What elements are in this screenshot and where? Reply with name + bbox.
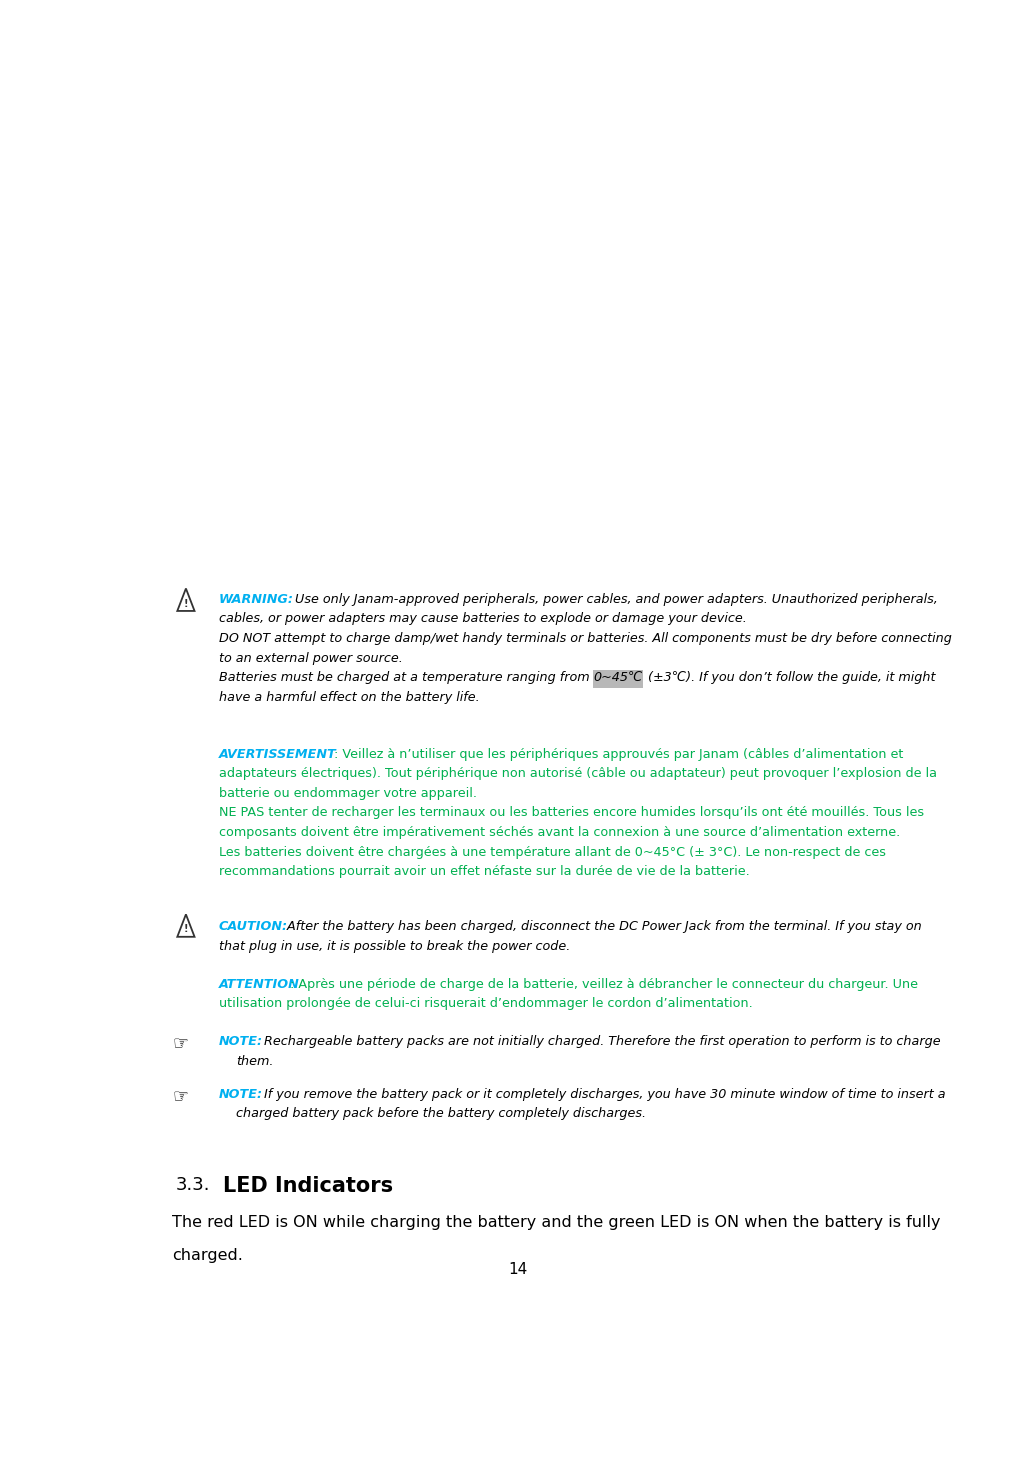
Text: WARNING:: WARNING: bbox=[218, 592, 294, 605]
Text: that plug in use, it is possible to break the power code.: that plug in use, it is possible to brea… bbox=[218, 940, 570, 954]
Text: NE PAS tenter de recharger les terminaux ou les batteries encore humides lorsqu’: NE PAS tenter de recharger les terminaux… bbox=[218, 806, 924, 819]
Text: ☞: ☞ bbox=[173, 1035, 189, 1053]
Text: batterie ou endommager votre appareil.: batterie ou endommager votre appareil. bbox=[218, 787, 477, 800]
Text: Les batteries doivent être chargées à une température allant de 0~45°C (± 3°C). : Les batteries doivent être chargées à un… bbox=[218, 846, 886, 859]
Text: NOTE:: NOTE: bbox=[218, 1035, 263, 1048]
Text: Rechargeable battery packs are not initially charged. Therefore the first operat: Rechargeable battery packs are not initi… bbox=[260, 1035, 940, 1048]
Text: to an external power source.: to an external power source. bbox=[218, 652, 402, 665]
Text: If you remove the battery pack or it completely discharges, you have 30 minute w: If you remove the battery pack or it com… bbox=[260, 1088, 945, 1101]
Text: CAUTION:: CAUTION: bbox=[218, 920, 288, 933]
Text: adaptateurs électriques). Tout périphérique non autorisé (câble ou adaptateur) p: adaptateurs électriques). Tout périphéri… bbox=[218, 767, 937, 780]
FancyBboxPatch shape bbox=[593, 671, 643, 688]
Text: The red LED is ON while charging the battery and the green LED is ON when the ba: The red LED is ON while charging the bat… bbox=[172, 1215, 940, 1229]
Text: utilisation prolongée de celui-ci risquerait d’endommager le cordon d’alimentati: utilisation prolongée de celui-ci risque… bbox=[218, 997, 752, 1010]
Text: LED Indicators: LED Indicators bbox=[222, 1177, 393, 1197]
Text: Batteries must be charged at a temperature ranging from: Batteries must be charged at a temperatu… bbox=[218, 671, 593, 684]
Text: charged battery pack before the battery completely discharges.: charged battery pack before the battery … bbox=[236, 1107, 646, 1120]
Text: ☞: ☞ bbox=[173, 1088, 189, 1105]
Text: 14: 14 bbox=[509, 1263, 528, 1277]
Text: Use only Janam-approved peripherals, power cables, and power adapters. Unauthori: Use only Janam-approved peripherals, pow… bbox=[291, 592, 937, 605]
Text: 0~45℃: 0~45℃ bbox=[593, 671, 643, 684]
Text: have a harmful effect on the battery life.: have a harmful effect on the battery lif… bbox=[218, 691, 479, 704]
Text: cables, or power adapters may cause batteries to explode or damage your device.: cables, or power adapters may cause batt… bbox=[218, 612, 746, 625]
Text: : Après une période de charge de la batterie, veillez à débrancher le connecteur: : Après une période de charge de la batt… bbox=[290, 978, 918, 990]
Text: recommandations pourrait avoir un effet néfaste sur la durée de vie de la batter: recommandations pourrait avoir un effet … bbox=[218, 866, 749, 878]
Text: !: ! bbox=[184, 924, 188, 935]
Text: AVERTISSEMENT: AVERTISSEMENT bbox=[218, 748, 337, 761]
Text: NOTE:: NOTE: bbox=[218, 1088, 263, 1101]
Text: charged.: charged. bbox=[172, 1248, 243, 1263]
Text: !: ! bbox=[184, 599, 188, 608]
Text: After the battery has been charged, disconnect the DC Power Jack from the termin: After the battery has been charged, disc… bbox=[283, 920, 922, 933]
Text: DO NOT attempt to charge damp/wet handy terminals or batteries. All components m: DO NOT attempt to charge damp/wet handy … bbox=[218, 631, 951, 644]
Text: : Veillez à n’utiliser que les périphériques approuvés par Janam (câbles d’alime: : Veillez à n’utiliser que les périphéri… bbox=[330, 748, 904, 761]
Text: them.: them. bbox=[236, 1054, 273, 1067]
Text: ATTENTION: ATTENTION bbox=[218, 978, 299, 990]
Text: composants doivent être impérativement séchés avant la connexion à une source d’: composants doivent être impérativement s… bbox=[218, 827, 900, 840]
Text: 3.3.: 3.3. bbox=[176, 1177, 210, 1194]
Text: (±3℃). If you don’t follow the guide, it might: (±3℃). If you don’t follow the guide, it… bbox=[644, 671, 936, 684]
